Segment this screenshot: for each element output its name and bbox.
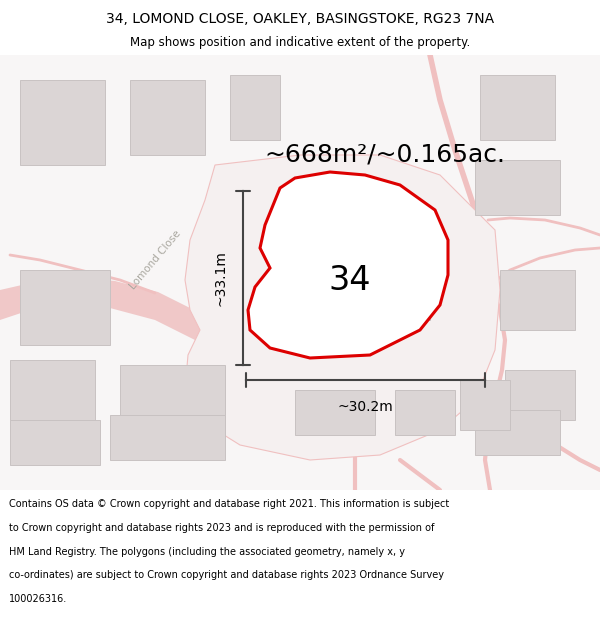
Text: Map shows position and indicative extent of the property.: Map shows position and indicative extent… — [130, 36, 470, 49]
Text: ~30.2m: ~30.2m — [338, 400, 394, 414]
Bar — [500, 270, 575, 330]
Text: to Crown copyright and database rights 2023 and is reproduced with the permissio: to Crown copyright and database rights 2… — [9, 523, 434, 533]
Text: Lomond Close: Lomond Close — [128, 229, 182, 291]
Bar — [395, 390, 455, 435]
Text: 100026316.: 100026316. — [9, 594, 67, 604]
Text: 34: 34 — [329, 264, 371, 296]
Text: ~33.1m: ~33.1m — [214, 250, 228, 306]
Bar — [20, 80, 105, 165]
Bar — [295, 390, 375, 435]
Bar — [230, 75, 280, 140]
Text: 34, LOMOND CLOSE, OAKLEY, BASINGSTOKE, RG23 7NA: 34, LOMOND CLOSE, OAKLEY, BASINGSTOKE, R… — [106, 12, 494, 26]
Bar — [290, 245, 430, 320]
Text: HM Land Registry. The polygons (including the associated geometry, namely x, y: HM Land Registry. The polygons (includin… — [9, 547, 405, 557]
Polygon shape — [0, 277, 240, 430]
Bar — [475, 160, 560, 215]
Polygon shape — [248, 172, 448, 358]
Bar — [110, 415, 225, 460]
Text: co-ordinates) are subject to Crown copyright and database rights 2023 Ordnance S: co-ordinates) are subject to Crown copyr… — [9, 571, 444, 581]
Bar — [460, 380, 510, 430]
Bar — [505, 370, 575, 420]
Bar — [20, 270, 110, 345]
Bar — [130, 80, 205, 155]
Bar — [475, 410, 560, 455]
Bar — [480, 75, 555, 140]
Text: Contains OS data © Crown copyright and database right 2021. This information is : Contains OS data © Crown copyright and d… — [9, 499, 449, 509]
Text: ~668m²/~0.165ac.: ~668m²/~0.165ac. — [265, 143, 506, 167]
Bar — [10, 420, 100, 465]
Bar — [10, 360, 95, 420]
Polygon shape — [185, 155, 500, 460]
Bar — [120, 365, 225, 415]
